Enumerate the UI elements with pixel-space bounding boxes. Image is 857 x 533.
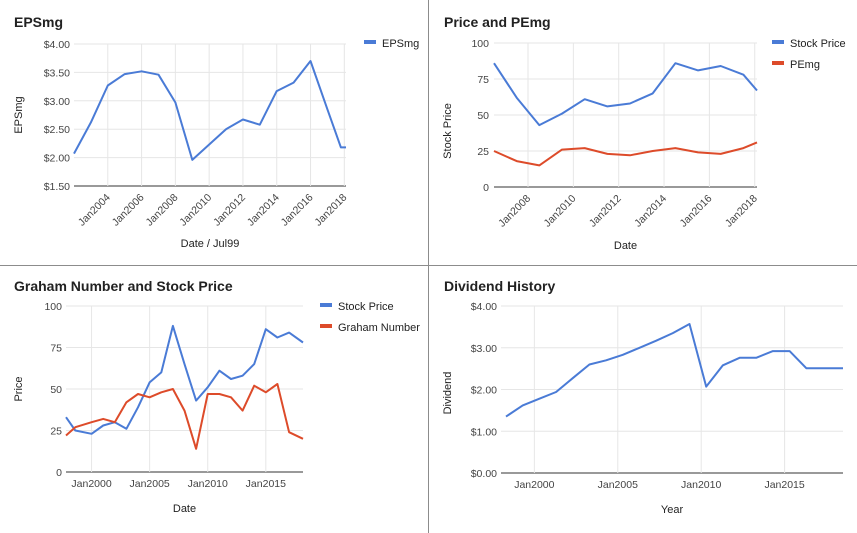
y-tick-label: 100 (471, 38, 489, 50)
y-tick-label: 50 (50, 384, 62, 396)
y-tick-label: $0.00 (471, 468, 497, 480)
graham-price-chart-panel: Graham Number and Stock Price 0 25 50 75 100… (0, 266, 429, 533)
x-axis-title: Date (173, 503, 196, 515)
chart-title: Graham Number and Stock Price (14, 278, 233, 294)
y-tick-label: $2.50 (44, 124, 70, 136)
x-tick-label: Jan2016 (279, 192, 316, 229)
chart-title: EPSmg (14, 14, 63, 30)
x-tick-label: Jan2015 (764, 479, 804, 491)
y-tick-label: $2.00 (471, 385, 497, 397)
x-tick-label: Jan2010 (541, 193, 578, 230)
x-tick-label: Jan2012 (587, 193, 624, 230)
x-axis-title: Date / Jul99 (181, 238, 240, 250)
x-tick-label: Jan2005 (598, 479, 638, 491)
x-tick-label: Jan2004 (76, 192, 113, 229)
x-tick-label: Jan2018 (312, 192, 349, 229)
x-tick-label: Jan2008 (496, 193, 533, 230)
x-tick-label: Jan2014 (245, 192, 282, 229)
chart-title: Price and PEmg (444, 14, 551, 30)
dividend-chart-panel: Dividend History $0.00 $1.00 $2.00 $3.00 $4.… (429, 266, 857, 533)
y-tick-label: $3.00 (44, 96, 70, 108)
y-tick-label: 100 (44, 301, 62, 313)
y-tick-label: $3.50 (44, 67, 70, 79)
x-axis-title: Year (661, 504, 684, 516)
dividend-chart: Dividend History $0.00 $1.00 $2.00 $3.00 $4.… (442, 278, 843, 516)
y-tick-label: 0 (56, 467, 62, 479)
y-tick-label: 75 (50, 343, 62, 355)
legend-swatch (320, 324, 332, 328)
legend-label: Stock Price (338, 301, 394, 313)
x-tick-label: Jan2008 (144, 192, 181, 229)
y-axis-title: Dividend (442, 372, 454, 415)
y-tick-label: 25 (477, 146, 489, 158)
x-tick-label: Jan2014 (632, 193, 669, 230)
eps-chart-panel: EPSmg $1.50 $2.00 $2.50 $3.00 $3.50 $4.00 Jan2… (0, 0, 429, 266)
legend-label: Graham Number (338, 322, 420, 334)
series-line (493, 62, 758, 127)
y-axis-title: Price (13, 376, 25, 401)
series-line (505, 323, 843, 418)
x-tick-label: Jan2012 (211, 192, 248, 229)
x-axis-title: Date (614, 240, 637, 252)
x-tick-label: Jan2018 (723, 193, 760, 230)
legend-swatch (772, 61, 784, 65)
x-tick-label: Jan2000 (71, 478, 111, 490)
series-line (73, 60, 346, 161)
x-tick-label: Jan2010 (177, 192, 214, 229)
y-tick-label: 50 (477, 110, 489, 122)
legend-label: Stock Price (790, 38, 846, 50)
x-tick-label: Jan2000 (514, 479, 554, 491)
x-tick-label: Jan2016 (678, 193, 715, 230)
y-axis-title: EPSmg (13, 96, 25, 133)
x-tick-label: Jan2010 (681, 479, 721, 491)
legend-label: PEmg (790, 59, 820, 71)
x-tick-label: Jan2006 (110, 192, 147, 229)
eps-chart: EPSmg $1.50 $2.00 $2.50 $3.00 $3.50 $4.00 Jan2… (13, 14, 419, 250)
series-line (493, 141, 758, 167)
series-line (65, 383, 304, 450)
x-tick-label: Jan2015 (246, 478, 286, 490)
y-tick-label: $1.00 (471, 426, 497, 438)
y-axis-title: Stock Price (442, 103, 454, 159)
legend-swatch (364, 40, 376, 44)
series-line (65, 324, 304, 435)
legend-swatch (320, 303, 332, 307)
chart-title: Dividend History (444, 278, 555, 294)
x-tick-label: Jan2010 (188, 478, 228, 490)
y-tick-label: 75 (477, 74, 489, 86)
graham-price-chart: Graham Number and Stock Price 0 25 50 75 100… (13, 278, 420, 515)
y-tick-label: $4.00 (44, 39, 70, 51)
legend-label: EPSmg (382, 38, 419, 50)
y-tick-label: 0 (483, 182, 489, 194)
y-tick-label: $4.00 (471, 301, 497, 313)
price-pe-chart-panel: Price and PEmg 0 25 50 75 100 Jan2008 Jan2010 J… (429, 0, 857, 266)
y-tick-label: 25 (50, 426, 62, 438)
y-tick-label: $2.00 (44, 153, 70, 165)
legend-swatch (772, 40, 784, 44)
y-tick-label: $1.50 (44, 181, 70, 193)
y-tick-label: $3.00 (471, 343, 497, 355)
x-tick-label: Jan2005 (129, 478, 169, 490)
